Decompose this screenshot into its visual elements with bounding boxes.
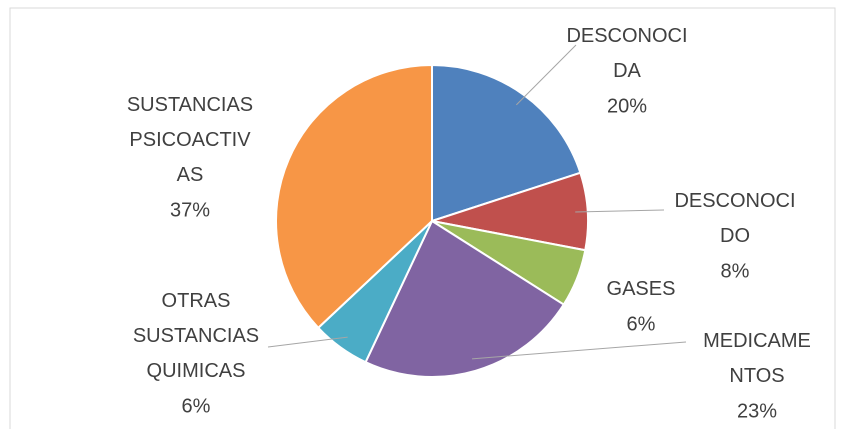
value-label: 37% xyxy=(170,199,210,221)
category-label: SUSTANCIAS PSICOACTIV AS xyxy=(127,94,253,186)
pie-slice xyxy=(275,63,433,330)
leader-line xyxy=(267,336,348,348)
category-label: DESCONOCI DA xyxy=(566,25,687,82)
category-label: MEDICAME NTOS xyxy=(703,330,811,387)
leader-line xyxy=(472,341,687,360)
category-label: DESCONOCI DO xyxy=(674,190,795,247)
category-label: OTRAS SUSTANCIAS QUIMICAS xyxy=(133,290,259,382)
leader-line xyxy=(516,44,577,106)
value-label: 8% xyxy=(721,260,750,282)
value-label: 23% xyxy=(737,400,777,422)
value-label: 20% xyxy=(607,95,647,117)
chart-frame xyxy=(9,7,836,429)
pie-slice xyxy=(431,63,582,223)
pie-slice xyxy=(364,219,566,378)
value-label: 6% xyxy=(627,313,656,335)
category-label: GASES xyxy=(607,278,676,300)
value-label: 6% xyxy=(182,395,211,417)
leader-line xyxy=(575,209,665,213)
